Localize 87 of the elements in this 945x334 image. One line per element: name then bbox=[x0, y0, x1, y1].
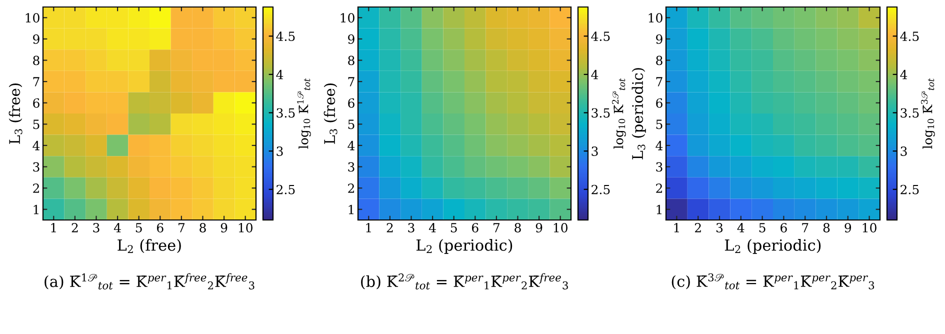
x-tick-label: 5 bbox=[136, 223, 142, 232]
y-tick-label: 10 bbox=[26, 13, 40, 23]
x-tick-label: 3 bbox=[716, 223, 723, 232]
y-tick-label: 8 bbox=[348, 56, 354, 66]
x-tick-label: 5 bbox=[759, 223, 766, 232]
y-tick-label: 7 bbox=[33, 77, 40, 86]
x-tick-label: 4 bbox=[428, 223, 436, 232]
color-bar-label: 4 bbox=[276, 70, 284, 80]
color-bar-label: 2.5 bbox=[276, 184, 295, 194]
x-tick-label: 2 bbox=[386, 223, 393, 232]
y-tick-label: 7 bbox=[348, 77, 354, 86]
x-tick-label: 4 bbox=[737, 223, 744, 232]
y-axis-title: L$_{3}$ (free) bbox=[8, 84, 22, 144]
y-axis-title: L$_{3}$ (periodic) bbox=[632, 68, 646, 160]
x-tick-label: 8 bbox=[200, 223, 206, 232]
y-tick-label: 10 bbox=[340, 13, 354, 23]
x-tick-label: 7 bbox=[494, 223, 500, 232]
color-bar-label: 3.5 bbox=[276, 108, 295, 118]
color-bar-label: 3 bbox=[900, 146, 907, 156]
color-bar-label: 2.5 bbox=[592, 184, 610, 194]
color-bar-label: 4.5 bbox=[591, 32, 610, 42]
x-tick-label: 3 bbox=[93, 223, 100, 232]
y-tick-label: 6 bbox=[656, 98, 662, 108]
color-bar-label: 3 bbox=[276, 146, 283, 156]
chart-title: (c) K̄$^{3𝒫}$$_{tot}$ = K̄$^{per}$$_{1}$K̄$^{per}$$_{2}$K̄$^{per}$$_{3}$ bbox=[672, 273, 874, 290]
y-tick-label: 4 bbox=[32, 140, 40, 150]
y-tick-label: 9 bbox=[348, 34, 354, 44]
y-tick-label: 3 bbox=[33, 162, 40, 172]
color-bar-label: 3.5 bbox=[592, 108, 610, 118]
y-tick-label: 1 bbox=[34, 204, 38, 214]
chart-title: (a) K̄$^{1𝒫}$$_{tot}$ = K̄$^{per}$$_{1}$K̄$^{free}$$_{2}$K̄$^{free}$$_{3}$ bbox=[44, 273, 254, 290]
x-axis-title: L$_{2}$ (periodic) bbox=[416, 239, 512, 254]
x-tick-label: 1 bbox=[51, 223, 56, 232]
color-bar-label: 4 bbox=[900, 70, 908, 80]
y-tick-label: 4 bbox=[656, 140, 663, 150]
y-tick-label: 6 bbox=[33, 98, 40, 108]
y-tick-label: 8 bbox=[656, 56, 662, 66]
x-tick-label: 10 bbox=[238, 223, 252, 232]
y-tick-label: 9 bbox=[656, 34, 662, 44]
y-tick-label: 4 bbox=[348, 140, 355, 150]
x-tick-label: 6 bbox=[157, 223, 164, 232]
x-tick-label: 5 bbox=[450, 223, 457, 232]
x-tick-label: 6 bbox=[472, 223, 478, 232]
x-tick-label: 2 bbox=[694, 223, 701, 232]
x-tick-label: 9 bbox=[536, 223, 542, 232]
x-tick-label: 3 bbox=[408, 223, 414, 232]
color-bar-label: 4.5 bbox=[900, 32, 919, 42]
color-bar-title: log$_{10}$ K̄$^{1𝒫}$$_{tot}$ bbox=[297, 78, 311, 149]
x-tick-label: 2 bbox=[72, 223, 78, 232]
y-tick-label: 6 bbox=[348, 98, 354, 108]
x-tick-label: 7 bbox=[178, 223, 185, 232]
x-tick-label: 1 bbox=[674, 223, 679, 232]
y-tick-label: 9 bbox=[33, 34, 40, 44]
x-tick-label: 9 bbox=[220, 223, 228, 232]
y-tick-label: 2 bbox=[656, 184, 662, 193]
color-bar-title: log$_{10}$ K̄$^{3𝒫}$$_{tot}$ bbox=[921, 78, 935, 149]
y-tick-label: 2 bbox=[33, 184, 39, 193]
x-tick-label: 9 bbox=[844, 223, 852, 232]
y-tick-label: 1 bbox=[348, 204, 354, 214]
y-tick-label: 5 bbox=[348, 120, 354, 130]
color-bar-label: 3.5 bbox=[900, 108, 919, 118]
x-tick-label: 4 bbox=[114, 223, 121, 232]
y-tick-label: 7 bbox=[656, 77, 662, 86]
y-tick-label: 5 bbox=[33, 120, 40, 130]
chart-title: (b) K̄$^{2𝒫}$$_{tot}$ = K̄$^{per}$$_{1}$K̄$^{per}$$_{2}$K̄$^{free}$$_{3}$ bbox=[361, 273, 568, 290]
y-tick-label: 5 bbox=[656, 120, 662, 130]
y-tick-label: 10 bbox=[648, 13, 662, 23]
x-tick-label: 8 bbox=[514, 223, 521, 232]
color-bar-label: 2.5 bbox=[900, 184, 919, 194]
y-tick-label: 3 bbox=[348, 162, 354, 172]
y-tick-label: 3 bbox=[656, 162, 662, 172]
x-axis-title: L$_{2}$ (periodic) bbox=[724, 239, 821, 254]
y-tick-label: 2 bbox=[348, 184, 354, 193]
y-tick-label: 8 bbox=[33, 56, 40, 66]
x-axis-title: L$_{2}$ (free) bbox=[118, 239, 181, 254]
y-axis-title: L$_{3}$ (free) bbox=[324, 84, 338, 144]
x-tick-label: 7 bbox=[802, 223, 808, 232]
color-bar-label: 3 bbox=[592, 146, 598, 156]
color-bar-title: log$_{10}$ K̄$^{2𝒫}$$_{tot}$ bbox=[612, 78, 626, 149]
x-tick-label: 1 bbox=[366, 223, 371, 232]
x-tick-label: 6 bbox=[780, 223, 787, 232]
x-tick-label: 10 bbox=[862, 223, 876, 232]
color-bar-label: 4.5 bbox=[276, 32, 295, 42]
x-tick-label: 8 bbox=[823, 223, 830, 232]
y-tick-label: 1 bbox=[656, 204, 662, 214]
x-tick-label: 10 bbox=[554, 223, 568, 232]
color-bar-label: 4 bbox=[591, 70, 598, 80]
